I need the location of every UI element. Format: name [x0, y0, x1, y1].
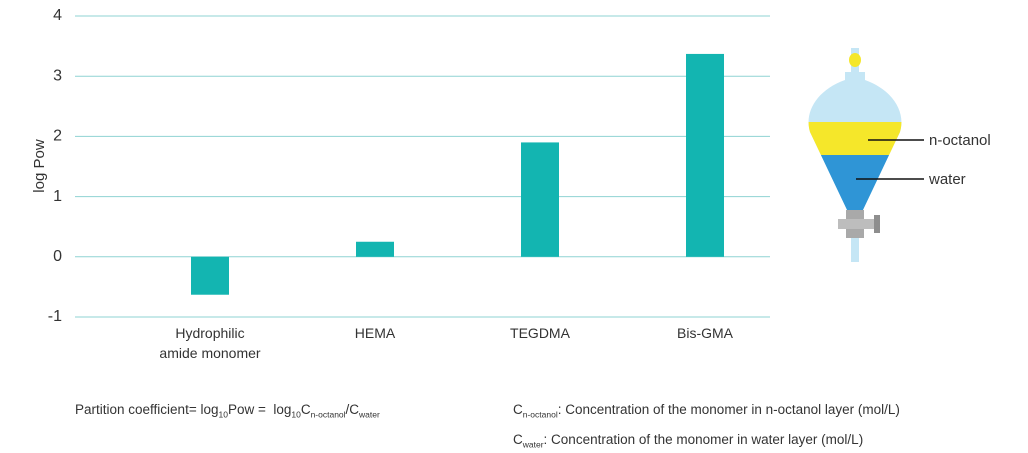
formula-text: C [513, 402, 523, 417]
x-tick-label: TEGDMA [460, 323, 620, 343]
formula-text: : Concentration of the monomer in water … [544, 432, 864, 447]
bar [356, 242, 394, 257]
formula-text: /C [346, 402, 360, 417]
subscript: 10 [218, 410, 227, 420]
y-tick-label: 4 [53, 7, 62, 24]
formula-text: C [301, 402, 311, 417]
subscript: n-octanol [523, 410, 558, 420]
y-tick-label: -1 [48, 308, 62, 325]
bar [191, 257, 229, 295]
page: log Pow n-octanol water -1 0 1 2 3 4 Hydrophi… [0, 0, 1028, 453]
subscript: 10 [291, 410, 300, 420]
chart: log Pow n-octanol water -1 0 1 2 3 4 [0, 0, 1028, 453]
funnel-label: n-octanol [929, 132, 991, 149]
y-tick-label: 1 [53, 188, 62, 205]
formula-text: : Concentration of the monomer in n-octa… [558, 402, 900, 417]
formula-text: Partition coefficient= log [75, 402, 218, 417]
funnel-label: water [928, 171, 966, 188]
y-tick-label: 2 [53, 128, 62, 145]
x-tick-label: Bis-GMA [625, 323, 785, 343]
formula-line: Partition coefficient= log10Pow = log10C… [75, 402, 380, 420]
separatory-funnel [800, 48, 924, 262]
y-tick-label: 3 [53, 67, 62, 84]
formula-line: Cn-octanol: Concentration of the monomer… [513, 402, 900, 420]
x-tick-label: HEMA [295, 323, 455, 343]
subscript: water [523, 440, 544, 450]
subscript: water [359, 410, 380, 420]
y-axis-label: log Pow [31, 139, 48, 193]
formula-text: C [513, 432, 523, 447]
bar [686, 54, 724, 257]
formula-text: Pow = log [228, 402, 291, 417]
subscript: n-octanol [311, 410, 346, 420]
bar [521, 142, 559, 256]
formula-line: Cwater: Concentration of the monomer in … [513, 432, 863, 450]
y-tick-label: 0 [53, 248, 62, 265]
x-tick-label: Hydrophilic amide monomer [130, 323, 290, 363]
